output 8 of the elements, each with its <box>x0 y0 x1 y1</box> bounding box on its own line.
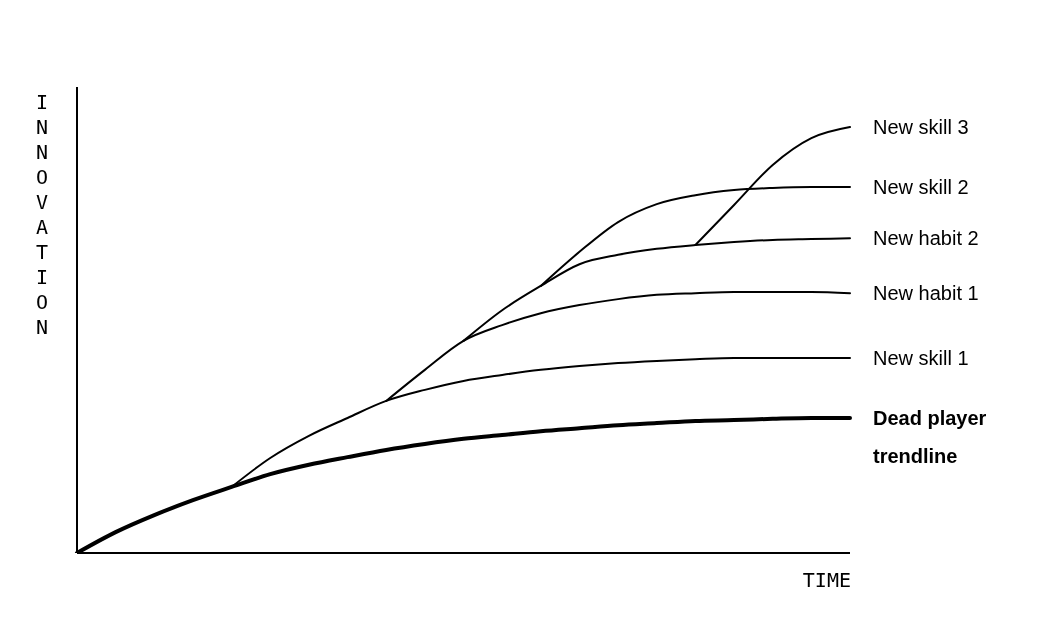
x-axis-title: TIME <box>802 568 851 592</box>
y-axis-title: INNOVATION <box>30 90 54 340</box>
series-label: New skill 2 <box>873 176 969 199</box>
series-label: New skill 1 <box>873 346 969 369</box>
series-label: Dead player trendline <box>873 406 987 467</box>
series-label: New habit 2 <box>873 227 979 250</box>
series-label: New skill 3 <box>873 116 969 139</box>
series-label: New habit 1 <box>873 282 979 305</box>
